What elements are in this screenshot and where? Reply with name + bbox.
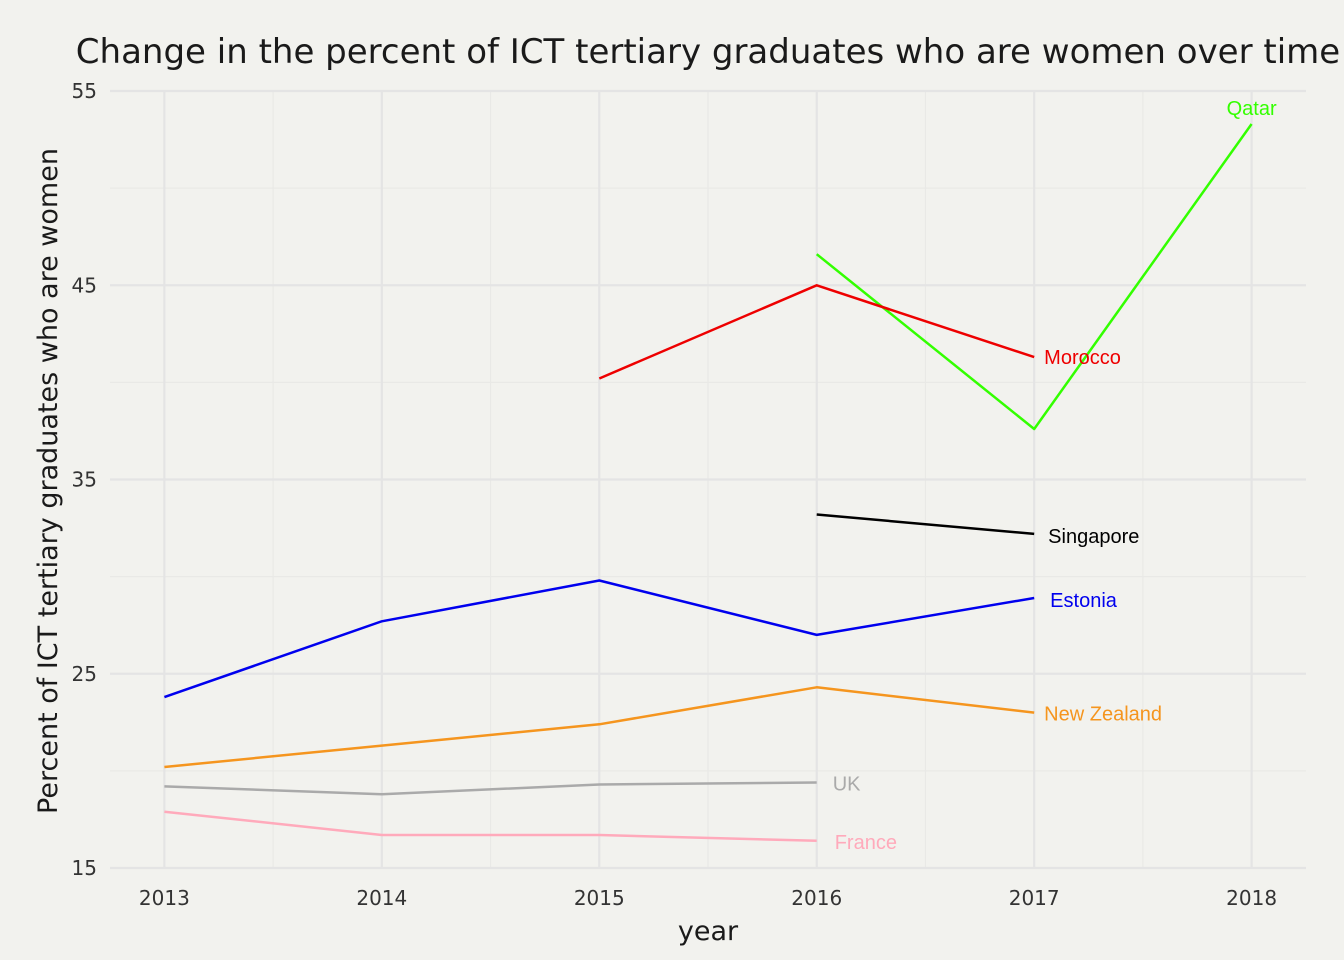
series-line-estonia (163, 579, 1035, 699)
series-lines (163, 123, 1253, 843)
y-tick-label: 15 (72, 856, 97, 880)
series-line-france (164, 810, 817, 843)
x-tick-label: 2014 (356, 886, 407, 910)
y-tick-label: 45 (72, 273, 97, 297)
series-label-france: France (835, 832, 897, 854)
y-tick-label: 25 (72, 662, 97, 686)
series-label-new-zealand: New Zealand (1044, 704, 1162, 726)
series-line-morocco (598, 284, 1035, 380)
series-line-qatar (815, 123, 1253, 431)
x-tick-label: 2016 (791, 886, 842, 910)
x-tick-label: 2018 (1226, 886, 1277, 910)
x-tick-label: 2017 (1009, 886, 1060, 910)
x-axis-title: year (678, 916, 739, 947)
series-labels: Qatar Morocco Singapore Estonia New Zealand U… (833, 98, 1277, 854)
y-tick-label: 35 (72, 468, 97, 492)
series-line-uk (164, 781, 817, 796)
series-label-qatar: Qatar (1227, 98, 1277, 120)
x-tick-label: 2015 (574, 886, 625, 910)
chart-title: Change in the percent of ICT tertiary gr… (76, 32, 1340, 72)
series-label-estonia: Estonia (1050, 590, 1118, 612)
series-line-singapore (816, 513, 1035, 536)
x-tick-label: 2013 (139, 886, 190, 910)
y-axis-ticks: 15 25 35 45 55 (72, 79, 97, 880)
series-label-singapore: Singapore (1048, 526, 1139, 548)
series-line-new-zealand (164, 686, 1035, 769)
y-tick-label: 55 (72, 79, 97, 103)
series-label-morocco: Morocco (1044, 347, 1121, 369)
x-axis-ticks: 2013 2014 2015 2016 2017 2018 (139, 886, 1277, 910)
y-axis-title: Percent of ICT tertiary graduates who ar… (33, 148, 64, 814)
series-label-uk: UK (833, 774, 861, 796)
grid (110, 89, 1306, 870)
